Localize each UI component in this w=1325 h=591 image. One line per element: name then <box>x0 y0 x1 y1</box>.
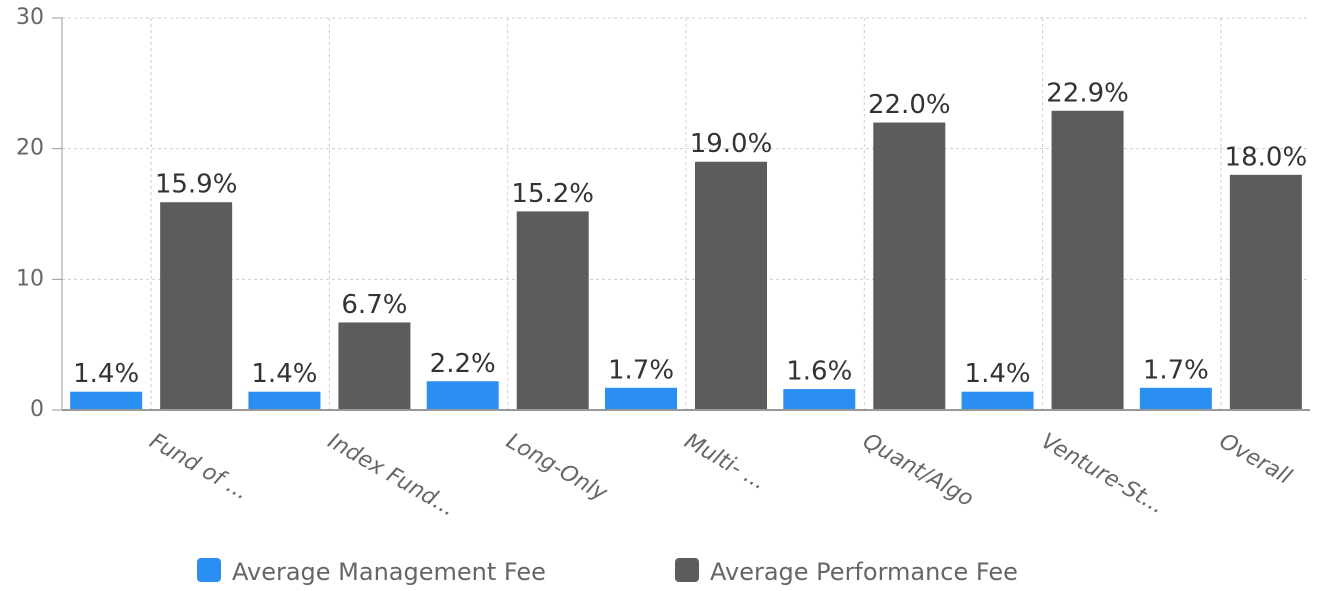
legend-swatch <box>675 558 699 582</box>
value-label: 1.7% <box>608 355 674 385</box>
value-label: 22.9% <box>1046 78 1129 108</box>
value-label: 1.4% <box>965 359 1031 389</box>
x-tick-label: Quant/Algo <box>858 429 977 512</box>
y-tick-label: 30 <box>16 5 44 30</box>
bar <box>160 202 233 410</box>
y-tick-label: 0 <box>30 397 44 422</box>
legend-label: Average Performance Fee <box>710 558 1018 586</box>
value-label: 2.2% <box>430 349 496 379</box>
legend-swatch <box>197 558 221 582</box>
value-label: 1.4% <box>251 359 317 389</box>
x-tick-label: Overall <box>1215 429 1296 490</box>
value-label: 22.0% <box>868 90 951 120</box>
bar <box>1229 174 1302 410</box>
value-label: 19.0% <box>690 129 773 159</box>
y-tick-label: 10 <box>16 266 44 291</box>
bar <box>695 161 767 410</box>
bar <box>783 389 856 410</box>
legend-label: Average Management Fee <box>232 558 546 586</box>
bar <box>873 122 946 411</box>
value-label: 6.7% <box>341 290 407 320</box>
bar <box>70 391 143 410</box>
y-tick-label: 20 <box>16 136 44 161</box>
x-tick-label: Multi- ... <box>680 429 770 495</box>
value-label: 1.4% <box>73 359 139 389</box>
value-label: 18.0% <box>1225 142 1308 172</box>
bar <box>426 381 499 410</box>
value-label: 1.6% <box>786 357 852 387</box>
bar <box>248 391 321 410</box>
bar <box>1139 387 1212 410</box>
bar <box>1051 110 1124 411</box>
bar <box>605 387 677 410</box>
value-label: 15.9% <box>155 170 238 200</box>
x-tick-label: Venture-St... <box>1037 429 1169 520</box>
value-label: 1.7% <box>1143 355 1209 385</box>
x-tick-label: Long-Only <box>502 429 612 507</box>
bar <box>516 211 589 410</box>
bar <box>338 322 411 410</box>
x-tick-label: Index Fund... <box>323 429 459 522</box>
bar <box>961 391 1034 410</box>
value-label: 15.2% <box>511 179 594 209</box>
x-tick-label: Fund of ... <box>145 429 253 506</box>
